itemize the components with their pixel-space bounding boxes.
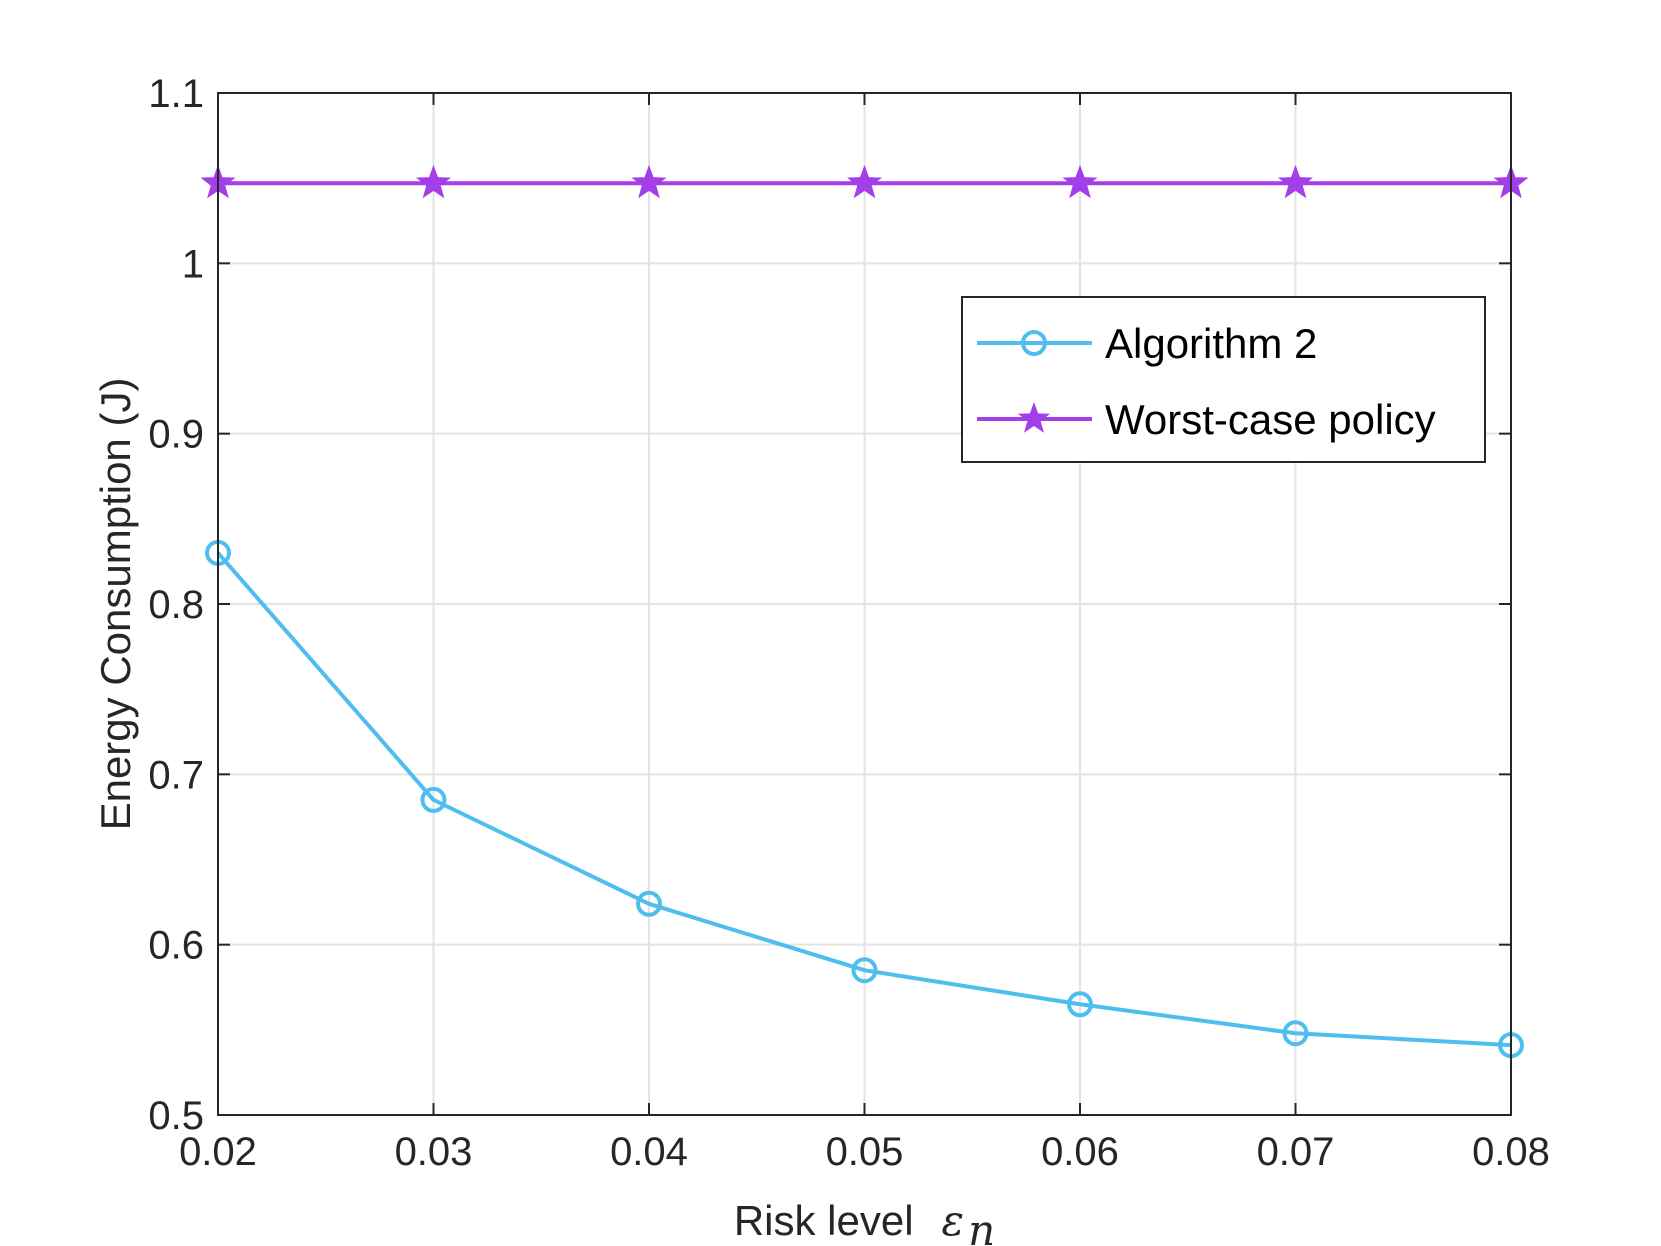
x-tick-label: 0.02 xyxy=(179,1130,257,1174)
x-tick-labels: 0.02 0.03 0.04 0.05 0.06 0.07 0.08 xyxy=(179,1130,1550,1174)
data-point xyxy=(1277,164,1314,199)
data-point xyxy=(636,890,662,917)
series-1 xyxy=(205,539,1524,1059)
x-axis-label-symbol: ε xyxy=(942,1196,965,1245)
data-point xyxy=(1282,1020,1309,1047)
legend-label: Algorithm 2 xyxy=(1105,320,1317,367)
x-axis-label-text: Risk level xyxy=(734,1197,914,1244)
legend-box xyxy=(961,296,1486,463)
y-tick-label: 0.9 xyxy=(148,413,204,457)
y-axis-label: Energy Consumption (J) xyxy=(92,378,139,831)
legend-item: Worst-case policy xyxy=(977,396,1436,443)
x-tick-label: 0.04 xyxy=(610,1130,688,1174)
x-tick-label: 0.03 xyxy=(395,1130,473,1174)
legend-marker xyxy=(1021,330,1047,356)
data-point xyxy=(631,164,667,199)
legend-label: Worst-case policy xyxy=(1105,396,1436,443)
x-tick-label: 0.08 xyxy=(1472,1130,1550,1174)
series-line xyxy=(216,551,1512,1048)
axis-ticks xyxy=(217,92,1512,1116)
legend-marker xyxy=(1017,402,1051,433)
data-point xyxy=(1062,164,1098,199)
y-tick-label: 0.7 xyxy=(148,753,204,797)
y-tick-labels: 0.5 0.6 0.7 0.8 0.9 1 1.1 xyxy=(148,72,204,1138)
y-tick-label: 0.6 xyxy=(148,924,204,968)
y-tick-label: 1.1 xyxy=(148,72,204,116)
x-tick-label: 0.07 xyxy=(1257,1130,1335,1174)
legend: Algorithm 2 Worst-case policy xyxy=(961,296,1486,463)
data-point xyxy=(420,786,447,813)
data-point xyxy=(846,164,883,199)
data-point xyxy=(1067,991,1093,1018)
y-tick-label: 1 xyxy=(182,242,204,286)
x-axis-label-subscript: n xyxy=(968,1206,995,1246)
data-point xyxy=(415,164,452,199)
x-axis-label: Risk level ε n xyxy=(734,1196,995,1246)
x-tick-label: 0.06 xyxy=(1041,1130,1119,1174)
x-tick-label: 0.05 xyxy=(826,1130,904,1174)
y-tick-label: 0.5 xyxy=(148,1094,204,1138)
legend-item: Algorithm 2 xyxy=(977,320,1317,367)
data-point xyxy=(851,957,878,984)
y-tick-label: 0.8 xyxy=(148,583,204,627)
